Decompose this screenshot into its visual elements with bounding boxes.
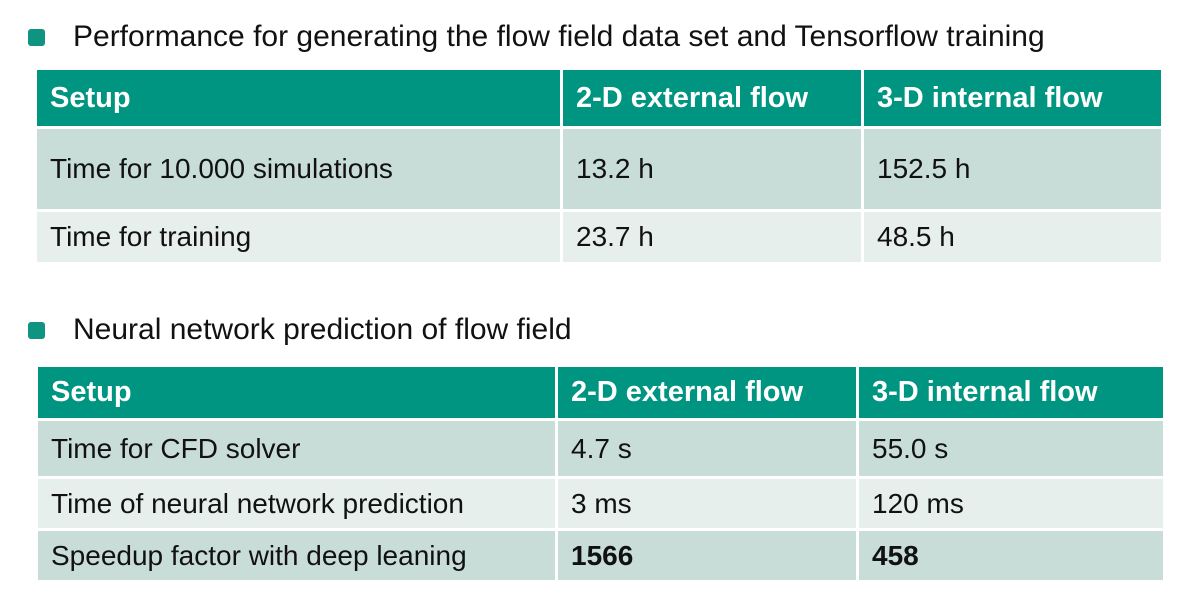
square-bullet-icon xyxy=(28,28,45,46)
prediction-performance-table: Setup 2-D external flow 3-D internal flo… xyxy=(35,364,1166,583)
table-row: Time for 10.000 simulations 13.2 h 152.5… xyxy=(37,129,1161,209)
row-value-3d: 152.5 h xyxy=(864,129,1161,209)
row-value-3d: 120 ms xyxy=(859,479,1163,528)
training-performance-table: Setup 2-D external flow 3-D internal flo… xyxy=(34,67,1164,265)
row-value-2d: 3 ms xyxy=(558,479,856,528)
row-label: Time for 10.000 simulations xyxy=(37,129,560,209)
section2-bullet: Neural network prediction of flow field xyxy=(28,313,572,347)
square-bullet-icon xyxy=(28,321,45,339)
header-setup: Setup xyxy=(37,70,560,126)
row-value-2d: 13.2 h xyxy=(563,129,861,209)
speedup-value-2d: 1566 xyxy=(558,531,856,580)
row-label: Speedup factor with deep leaning xyxy=(38,531,555,580)
speedup-value-3d: 458 xyxy=(859,531,1163,580)
header-3d-internal: 3-D internal flow xyxy=(864,70,1161,126)
row-value-2d: 23.7 h xyxy=(563,212,861,262)
section2-heading: Neural network prediction of flow field xyxy=(73,313,572,346)
header-2d-external: 2-D external flow xyxy=(563,70,861,126)
table-row: Speedup factor with deep leaning 1566 45… xyxy=(38,531,1163,580)
row-value-3d: 55.0 s xyxy=(859,421,1163,476)
row-value-2d: 4.7 s xyxy=(558,421,856,476)
section1-bullet: Performance for generating the flow fiel… xyxy=(28,20,1045,54)
table-row: Time for CFD solver 4.7 s 55.0 s xyxy=(38,421,1163,476)
header-2d-external: 2-D external flow xyxy=(558,367,856,418)
row-label: Time for CFD solver xyxy=(38,421,555,476)
row-label: Time for training xyxy=(37,212,560,262)
table-row: Time of neural network prediction 3 ms 1… xyxy=(38,479,1163,528)
row-label: Time of neural network prediction xyxy=(38,479,555,528)
header-setup: Setup xyxy=(38,367,555,418)
header-3d-internal: 3-D internal flow xyxy=(859,367,1163,418)
table-row: Time for training 23.7 h 48.5 h xyxy=(37,212,1161,262)
table-header-row: Setup 2-D external flow 3-D internal flo… xyxy=(37,70,1161,126)
table-header-row: Setup 2-D external flow 3-D internal flo… xyxy=(38,367,1163,418)
row-value-3d: 48.5 h xyxy=(864,212,1161,262)
section1-heading: Performance for generating the flow fiel… xyxy=(73,20,1045,53)
